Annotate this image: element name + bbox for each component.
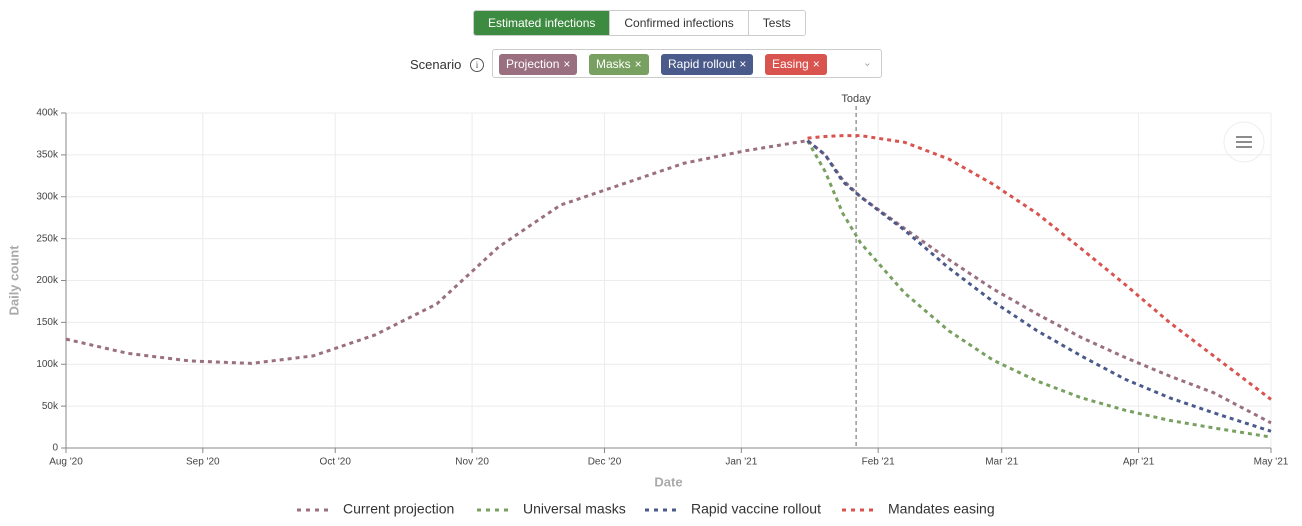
settings-button[interactable] xyxy=(1223,121,1265,163)
y-tick-label: 150k xyxy=(36,317,59,328)
x-tick-label: Jan '21 xyxy=(725,457,757,468)
series-line xyxy=(806,139,1272,433)
x-tick-label: Dec '20 xyxy=(588,457,622,468)
chip-label: Rapid rollout xyxy=(668,57,736,71)
today-label: Today xyxy=(841,93,871,105)
x-tick-label: Mar '21 xyxy=(985,457,1018,468)
y-tick-label: 0 xyxy=(52,443,58,454)
legend-label: Mandates easing xyxy=(888,501,995,517)
y-tick-label: 400k xyxy=(36,108,59,119)
series-line xyxy=(806,139,1272,439)
legend-item[interactable]: Universal masks xyxy=(477,501,626,517)
dropdown-arrow[interactable]: ⌄ xyxy=(862,57,872,69)
x-tick-label: Sep '20 xyxy=(186,457,220,468)
info-icon[interactable]: i xyxy=(470,58,484,72)
scenario-select[interactable]: Projection × Masks × Rapid rollout × Easing… xyxy=(492,49,882,78)
y-tick-label: 300k xyxy=(36,191,59,202)
legend-label: Rapid vaccine rollout xyxy=(691,501,821,517)
x-tick-label: Apr '21 xyxy=(1123,457,1155,468)
x-tick-label: Feb '21 xyxy=(862,457,895,468)
x-tick-label: May '21 xyxy=(1254,457,1289,468)
chip-label: Easing xyxy=(772,57,809,71)
legend-item[interactable]: Current projection xyxy=(297,501,454,517)
tab[interactable]: Confirmed infections xyxy=(609,11,748,35)
chip[interactable]: Easing × xyxy=(765,54,827,75)
y-tick-label: 100k xyxy=(36,359,59,370)
x-tick-label: Nov '20 xyxy=(455,457,489,468)
x-tick-label: Oct '20 xyxy=(320,457,352,468)
y-tick-label: 50k xyxy=(42,401,59,412)
legend-label: Current projection xyxy=(343,501,454,517)
y-axis-title: Daily count xyxy=(6,245,21,316)
legend-item[interactable]: Mandates easing xyxy=(842,501,995,517)
scenario-label: Scenario xyxy=(410,57,462,72)
y-tick-label: 350k xyxy=(36,150,59,161)
tab[interactable]: Estimated infections xyxy=(474,11,610,35)
tab[interactable]: Tests xyxy=(747,11,805,35)
y-tick-label: 250k xyxy=(36,233,59,244)
chip[interactable]: Masks × xyxy=(589,54,649,75)
y-tick-label: 200k xyxy=(36,275,59,286)
chip-label: Projection xyxy=(506,57,560,71)
series-line xyxy=(807,134,1272,401)
legend-item[interactable]: Rapid vaccine rollout xyxy=(645,501,821,517)
chip-label: Masks xyxy=(596,57,631,71)
tab-group: Estimated infections Confirmed infection… xyxy=(473,10,806,36)
x-axis-title: Date xyxy=(654,474,682,489)
legend-label: Universal masks xyxy=(523,501,626,517)
x-tick-label: Aug '20 xyxy=(49,457,83,468)
chip[interactable]: Projection × xyxy=(499,54,578,75)
series-line xyxy=(65,139,1272,425)
chip[interactable]: Rapid rollout × xyxy=(661,54,754,75)
